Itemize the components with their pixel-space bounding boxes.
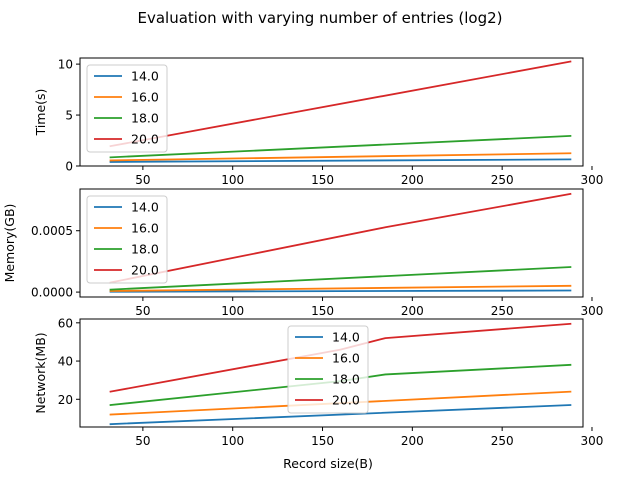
- x-tick-label: 200: [401, 304, 424, 318]
- series-line-18-0: [109, 266, 572, 291]
- plot-frame: [79, 188, 584, 298]
- x-tick-label: 150: [311, 434, 334, 448]
- y-tick-label: 10: [58, 58, 73, 72]
- series-line-20-0: [109, 192, 572, 284]
- x-tick-label: 250: [491, 434, 514, 448]
- y-tick-label: 5: [65, 109, 73, 123]
- y-tick-label: 0: [65, 160, 73, 174]
- legend-label: 16.0: [131, 90, 159, 105]
- y-axis-label-network: Network(MB): [33, 332, 48, 413]
- series-line-20-0: [109, 60, 572, 148]
- y-tick-label: 60: [58, 316, 73, 330]
- subplot-memory: 50 100 150 200 250 300 0.0000 0.0005 Memory(GB) 1…: [2, 188, 604, 318]
- legend-label: 20.0: [332, 393, 360, 408]
- legend-label: 18.0: [332, 372, 360, 387]
- x-tick-label: 100: [221, 434, 244, 448]
- x-tick-label: 300: [581, 173, 604, 187]
- x-tick-label: 50: [135, 304, 150, 318]
- legend-label: 14.0: [332, 330, 360, 345]
- series-line-14-0: [109, 404, 572, 426]
- x-tick-label: 100: [221, 304, 244, 318]
- legend-label: 20.0: [131, 132, 159, 147]
- x-tick-label: 250: [491, 173, 514, 187]
- legend-label: 16.0: [131, 221, 159, 236]
- y-axis-label-time: Time(s): [33, 89, 48, 137]
- legend-time: 14.0 16.0 18.0 20.0: [86, 64, 168, 153]
- x-axis-label: Record size(B): [283, 456, 373, 471]
- legend-box: [86, 195, 168, 284]
- x-tick-label: 300: [581, 434, 604, 448]
- legend-label: 20.0: [131, 263, 159, 278]
- subplots: 50 100 150 200 250 300 0 5 10 Time(s) 14.0 16.0 18.0…: [2, 57, 604, 448]
- legend-box: [86, 64, 168, 153]
- x-tick-label: 250: [491, 304, 514, 318]
- legend-label: 18.0: [131, 242, 159, 257]
- legend-label: 14.0: [131, 69, 159, 84]
- x-tick-label: 50: [135, 434, 150, 448]
- series-line-16-0: [109, 284, 572, 292]
- x-tick-label: 200: [401, 434, 424, 448]
- x-tick-label: 150: [311, 304, 334, 318]
- y-axis-label-memory: Memory(GB): [2, 204, 17, 283]
- legend-label: 18.0: [131, 111, 159, 126]
- legend-label: 14.0: [131, 200, 159, 215]
- subplot-network: 50 100 150 200 250 300 20 40 60 Network(MB) 14.0 16…: [33, 316, 603, 448]
- y-tick-label: 0.0000: [31, 286, 73, 300]
- y-tick-label: 40: [58, 355, 73, 369]
- series-line-14-0: [109, 289, 572, 293]
- legend-network: 14.0 16.0 18.0 20.0: [287, 325, 369, 414]
- series-line-18-0: [109, 134, 572, 159]
- figure-title: Evaluation with varying number of entrie…: [138, 9, 503, 27]
- x-tick-label: 150: [311, 173, 334, 187]
- subplot-time: 50 100 150 200 250 300 0 5 10 Time(s) 14.0 16.0 18.0…: [33, 57, 604, 187]
- plot-frame: [79, 57, 584, 167]
- y-tick-label: 0.0005: [31, 224, 73, 238]
- legend-label: 16.0: [332, 351, 360, 366]
- plot-frame: [79, 318, 584, 428]
- series-line-16-0: [109, 152, 572, 162]
- x-tick-label: 300: [581, 304, 604, 318]
- series-line-14-0: [109, 158, 572, 163]
- legend-box: [287, 325, 369, 414]
- legend-memory: 14.0 16.0 18.0 20.0: [86, 195, 168, 284]
- x-tick-label: 100: [221, 173, 244, 187]
- x-tick-label: 200: [401, 173, 424, 187]
- y-tick-label: 20: [58, 393, 73, 407]
- x-tick-label: 50: [135, 173, 150, 187]
